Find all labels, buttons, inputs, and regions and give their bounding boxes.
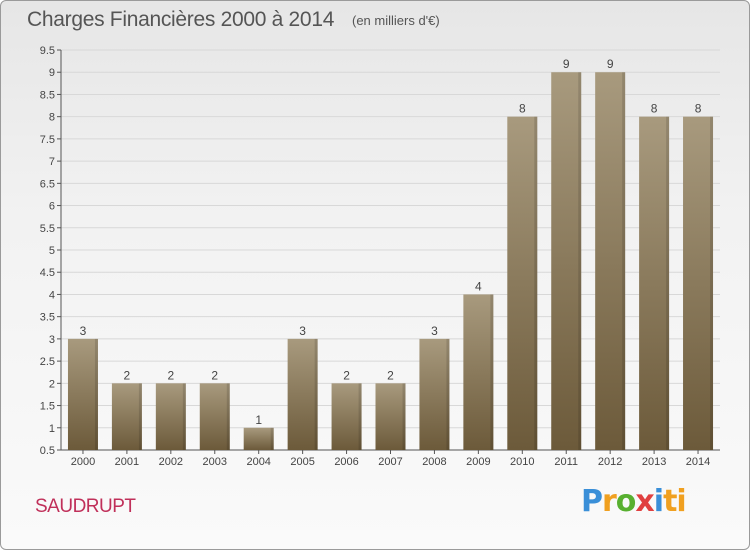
bar-shade: [578, 72, 582, 450]
bar: [375, 383, 406, 450]
bar-shade: [446, 338, 450, 450]
bar-shade: [710, 116, 714, 451]
x-tick-label: 2010: [510, 456, 534, 468]
bar: [111, 383, 142, 450]
bar: [155, 383, 186, 450]
bar-shade: [226, 383, 230, 450]
y-tick-label: 5: [49, 245, 55, 257]
x-tick-label: 2003: [203, 456, 227, 468]
bar-shade: [622, 72, 626, 450]
bar-shade: [270, 427, 274, 450]
y-tick-label: 3: [49, 334, 55, 346]
logo-letter: P: [581, 484, 603, 519]
logo-letter: x: [635, 484, 654, 519]
logo-letter: i: [653, 484, 664, 519]
bar-shade: [490, 294, 494, 450]
bar: [287, 338, 318, 450]
bar-shade: [534, 116, 538, 451]
x-tick-label: 2011: [554, 456, 578, 468]
y-tick-label: 9.5: [40, 45, 55, 57]
x-tick-label: 2002: [159, 456, 183, 468]
bar: [331, 383, 362, 450]
place-name: SAUDRUPT: [35, 496, 136, 517]
data-label: 3: [80, 324, 87, 338]
bar: [243, 427, 274, 450]
chart-title: Charges Financières 2000 à 2014: [27, 8, 335, 31]
bar-shade: [402, 383, 406, 450]
bar: [463, 294, 494, 450]
y-tick-label: 2.5: [40, 356, 55, 368]
bar-shade: [666, 116, 670, 451]
data-label: 8: [651, 102, 658, 116]
data-label: 1: [255, 413, 262, 427]
y-tick-label: 3.5: [40, 312, 55, 324]
y-tick-label: 6.5: [40, 178, 55, 190]
data-label: 2: [211, 368, 218, 382]
bars: [67, 72, 714, 451]
x-tick-label: 2009: [466, 456, 490, 468]
x-tick-label: 2013: [642, 456, 666, 468]
bar-shade: [314, 338, 318, 450]
data-label: 2: [343, 368, 350, 382]
y-tick-label: 9: [49, 67, 55, 79]
y-tick-label: 7: [49, 156, 55, 168]
x-tick-label: 2000: [71, 456, 95, 468]
data-label: 3: [299, 324, 306, 338]
bar: [199, 383, 230, 450]
data-label: 2: [124, 368, 131, 382]
data-label: 3: [431, 324, 438, 338]
bar: [507, 116, 538, 451]
data-label: 4: [475, 279, 482, 293]
y-tick-label: 7.5: [40, 134, 55, 146]
y-tick-label: 5.5: [40, 223, 55, 235]
x-tick-label: 2006: [334, 456, 358, 468]
data-label: 2: [167, 368, 174, 382]
bar: [419, 338, 450, 450]
y-tick-label: 2: [49, 378, 55, 390]
logo-letter: ti: [663, 484, 687, 519]
y-tick-label: 8: [49, 112, 55, 124]
bar: [67, 338, 98, 450]
chart-subtitle: (en milliers d'€): [352, 13, 440, 28]
data-label: 2: [387, 368, 394, 382]
bar: [639, 116, 670, 451]
bar-shade: [94, 338, 98, 450]
bar-shade: [138, 383, 142, 450]
logo-letter: o: [615, 484, 637, 519]
x-tick-label: 2004: [246, 456, 270, 468]
y-tick-label: 4: [49, 289, 55, 301]
x-tick-label: 2005: [290, 456, 314, 468]
data-label: 8: [519, 102, 526, 116]
data-label: 9: [607, 57, 614, 71]
y-tick-label: 1.5: [40, 401, 55, 413]
y-tick-label: 4.5: [40, 267, 55, 279]
bar-shade: [182, 383, 186, 450]
logo-letter: r: [602, 484, 617, 519]
data-label: 8: [695, 102, 702, 116]
y-tick-label: 6: [49, 201, 55, 213]
bar: [551, 72, 582, 450]
x-tick-label: 2008: [422, 456, 446, 468]
x-tick-label: 2001: [115, 456, 139, 468]
x-tick-label: 2007: [378, 456, 402, 468]
bar: [595, 72, 626, 450]
data-label: 9: [563, 57, 570, 71]
x-tick-label: 2014: [686, 456, 710, 468]
y-tick-label: 0.5: [40, 445, 55, 457]
bar: [683, 116, 714, 451]
y-tick-label: 1: [49, 423, 55, 435]
bar-shade: [358, 383, 362, 450]
y-tick-label: 8.5: [40, 89, 55, 101]
proxiti-logo[interactable]: Proxiti: [581, 484, 687, 519]
x-tick-label: 2012: [598, 456, 622, 468]
labels: 3 2000 2 2001 2 2002 2 2003 1 2004 3 2005 2 2006 2 2007…: [71, 57, 711, 468]
